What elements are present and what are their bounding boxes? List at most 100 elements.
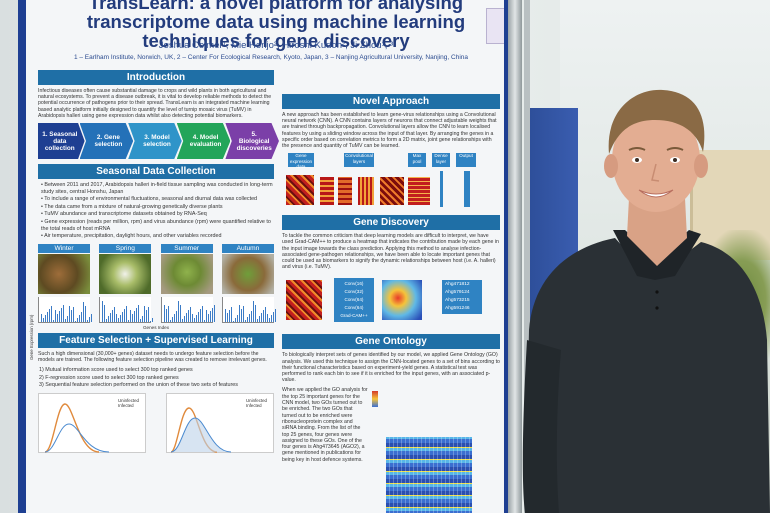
expression-spike [102, 300, 104, 322]
introduction-text: Infectious diseases often cause substant… [38, 88, 272, 119]
density-curves [170, 407, 232, 453]
expression-spike [91, 313, 92, 322]
poster-stand-pole [508, 0, 522, 513]
expression-spike [55, 309, 56, 322]
bullet-item: • Gene expression (reads per million, rp… [41, 218, 271, 232]
feature-map [338, 177, 352, 206]
expression-spike [234, 317, 236, 322]
legend-entry: Infected [246, 402, 262, 408]
expression-spike [242, 305, 244, 322]
expression-spike [270, 314, 272, 322]
density-curves [44, 403, 110, 453]
expression-spike [144, 305, 146, 322]
input-heatmap [286, 280, 322, 321]
expression-spike [203, 319, 205, 322]
plant-photo [221, 253, 274, 294]
gene-id: Ahg573215 [445, 298, 470, 304]
expression-spike [205, 309, 207, 322]
expression-spike [197, 311, 199, 322]
poster-left-column: Introduction Infectious diseases often c… [29, 70, 279, 453]
expression-chart [221, 296, 276, 323]
expression-spike [201, 305, 203, 322]
pipeline-step: 3. Model selection [128, 123, 182, 160]
distribution-plot: Uninfected Infected [166, 392, 274, 453]
expression-spike [193, 317, 195, 322]
expression-spike [209, 310, 211, 322]
expression-spike [61, 307, 62, 322]
gene-id: Ahg591246 [445, 306, 470, 312]
expression-spike [256, 318, 258, 322]
seasonal-bullets: • Between 2011 and 2017, Arabidopsis hal… [38, 182, 274, 240]
expression-spike [47, 311, 48, 322]
expression-spike [130, 309, 132, 322]
expression-spike [167, 305, 169, 322]
novel-text: A new approach has been established to l… [282, 112, 497, 150]
poster-affiliations: 1 – Earlham Institute, Norwich, UK, 2 – … [73, 54, 469, 61]
season-panel: Winter [38, 243, 92, 323]
feature-step: 2) F-regression score used to select 300… [39, 374, 179, 381]
distribution-plot: Uninfected Infected [38, 392, 146, 453]
expression-spike [183, 315, 185, 322]
pipeline-steps: 1. Seasonal data collection 2. Gene sele… [38, 123, 279, 160]
expression-spike [75, 320, 76, 322]
expression-spike [138, 304, 140, 322]
expression-spike [73, 306, 74, 322]
expression-spike [106, 318, 108, 322]
presenter-person [522, 89, 770, 513]
expression-spike [148, 306, 150, 322]
expression-spike [49, 308, 50, 322]
expression-spike [114, 306, 116, 322]
expression-spike [224, 308, 226, 322]
expression-spike [87, 319, 88, 322]
discovery-heading: Gene Discovery [282, 215, 500, 231]
plot-legend: Uninfected Infected [118, 398, 139, 408]
plant-photo [38, 253, 90, 294]
expression-spike [181, 318, 183, 322]
seasonal-heading: Seasonal Data Collection [38, 164, 274, 180]
expression-spike [69, 305, 70, 322]
pipeline-step: 2. Gene selection [79, 123, 134, 160]
bullet-item: • TuMV abundance and transcriptome datas… [41, 211, 207, 218]
expression-spike [252, 300, 254, 322]
expression-spike [248, 313, 250, 322]
expression-spike [124, 308, 126, 322]
ontology-panel: When we applied the GO analysis for the … [282, 387, 500, 513]
layer-label: Conv(16) [344, 281, 364, 287]
expression-spike [258, 315, 260, 322]
layer-label: Grad-CAM++ [340, 313, 368, 319]
expression-spike [191, 313, 193, 322]
distribution-plots: Uninfected Infected Uninfected Infected [38, 392, 274, 453]
pipeline-step: 1. Seasonal data collection [38, 123, 85, 160]
heatmap-scale [372, 391, 378, 408]
expression-spike [77, 317, 78, 322]
expression-spike [134, 310, 136, 322]
expression-spike [57, 313, 58, 322]
expression-spike [260, 312, 262, 322]
expression-spike [53, 319, 54, 322]
expression-spike [63, 304, 64, 322]
conv-layer-list: Conv(16) Conv(32) Conv(64) Conv(64) Grad… [334, 278, 374, 323]
ontology-text: To biologically interpret sets of genes … [282, 352, 500, 384]
expression-spike [45, 314, 46, 322]
expression-spike [236, 314, 238, 322]
expression-chart [38, 296, 92, 323]
season-panel: Spring [99, 243, 154, 323]
gene-index-label: Genes Index [142, 324, 170, 330]
season-label: Autumn [221, 243, 274, 253]
poster-number-tag [486, 8, 504, 44]
layer-label: Conv(32) [344, 289, 364, 295]
expression-spike [228, 309, 230, 322]
expression-spike [163, 304, 165, 322]
cnn-box: Max pool [408, 153, 426, 168]
expression-spike [207, 313, 209, 322]
layer-label: Conv(64) [344, 297, 364, 303]
gene-expression-axis-label: Gene Expression (rpm) [29, 314, 34, 360]
expression-spike [171, 316, 173, 322]
expression-spike [213, 304, 215, 322]
expression-spike [132, 313, 134, 322]
expression-spike [189, 306, 191, 322]
bullet-item: • The data came from a mixture of natura… [41, 203, 223, 210]
ontology-detail: When we applied the GO analysis for the … [282, 387, 368, 463]
expression-spike [79, 314, 80, 322]
season-label: Winter [38, 243, 90, 253]
